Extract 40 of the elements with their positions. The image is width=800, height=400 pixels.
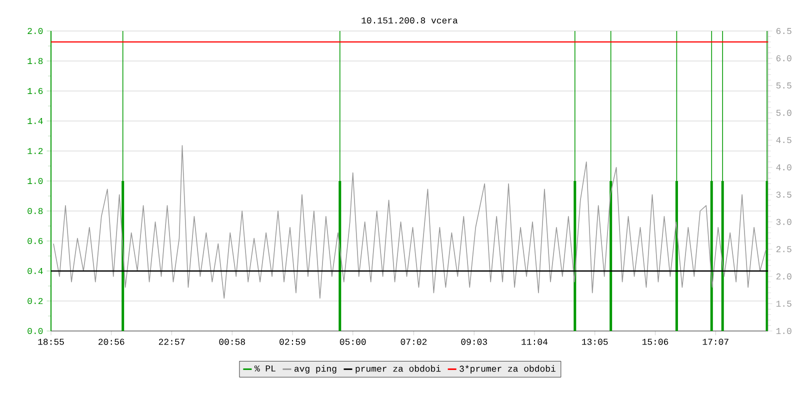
legend-label: prumer za obdobi	[356, 365, 441, 374]
chart-title: 10.151.200.8 vcera	[362, 17, 458, 24]
y2-tick-label: 2.5	[776, 246, 792, 252]
x-tick-label: 17:07	[702, 338, 728, 345]
y2-tick-label: 4.5	[776, 137, 792, 144]
y2-tick-label: 1.0	[776, 328, 792, 334]
x-tick-label: 18:55	[38, 338, 64, 345]
y-tick-label: 0.2	[28, 298, 43, 304]
y2-tick-label: 5.0	[776, 110, 792, 116]
y-tick-label: 0.6	[28, 238, 43, 244]
x-tick-label: 09:03	[461, 338, 487, 345]
y2-tick-label: 3.0	[776, 218, 792, 225]
y2-tick-label: 6.0	[776, 55, 792, 62]
y-tick-label: 1.6	[28, 88, 43, 94]
x-tick-label: 05:00	[340, 338, 366, 345]
y2-tick-label: 5.5	[776, 82, 792, 89]
x-tick-label: 02:59	[280, 338, 306, 345]
y-tick-label: 2.0	[28, 28, 43, 34]
y-tick-label: 1.8	[28, 58, 43, 64]
y2-tick-label: 3.5	[776, 192, 792, 198]
y-tick-label: 0.4	[28, 268, 43, 274]
y-tick-label: 1.4	[28, 118, 43, 124]
y-tick-label: 1.0	[28, 178, 43, 184]
y2-tick-label: 6.5	[776, 28, 792, 34]
x-tick-label: 15:06	[642, 338, 668, 345]
y-tick-label: 0.8	[28, 208, 43, 214]
x-tick-label: 13:05	[582, 338, 608, 345]
x-tick-label: 22:57	[158, 338, 185, 345]
y2-tick-label: 2.0	[776, 273, 792, 280]
legend-label: avg ping	[294, 365, 336, 374]
x-tick-label: 20:56	[98, 338, 124, 345]
y2-tick-label: 4.0	[776, 164, 792, 170]
x-tick-label: 07:02	[400, 338, 427, 345]
legend-label: % PL	[254, 365, 276, 372]
x-tick-label: 00:58	[219, 338, 245, 345]
legend-label: 3*prumer za obdobi	[460, 365, 556, 374]
y-tick-label: 1.2	[28, 148, 43, 154]
y2-tick-label: 1.5	[776, 300, 792, 307]
y-tick-label: 0.0	[28, 328, 43, 334]
x-tick-label: 11:04	[522, 338, 548, 345]
